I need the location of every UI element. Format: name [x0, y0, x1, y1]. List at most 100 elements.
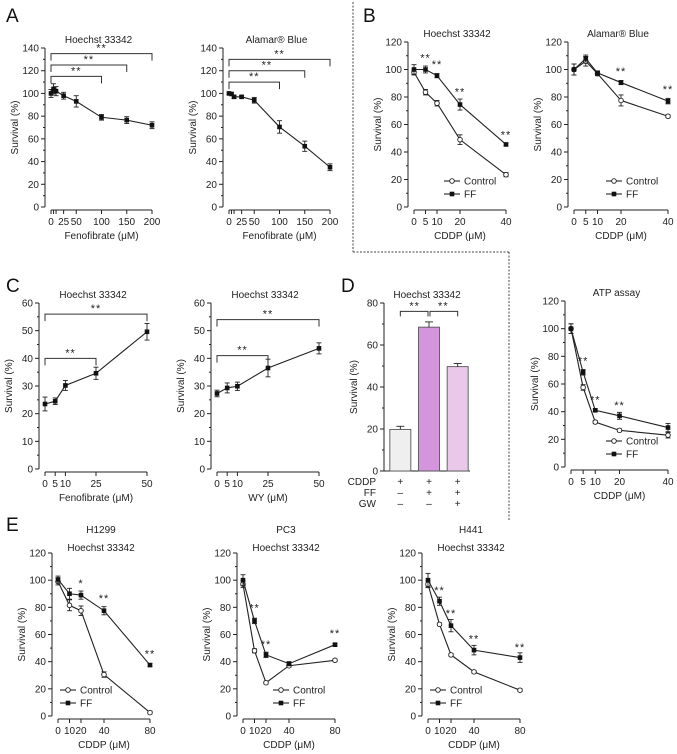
significance-bracket	[44, 357, 97, 366]
data-point	[124, 117, 130, 123]
y-tick-label: 100	[200, 89, 217, 100]
data-point	[226, 91, 232, 96]
y-tick-label: 60	[367, 341, 379, 352]
legend-item: Control	[273, 686, 325, 697]
significance-bracket	[228, 58, 331, 67]
data-point	[101, 671, 107, 678]
x-tick-label: 0	[214, 479, 220, 490]
chart-title: Hoechst 33342	[231, 290, 299, 301]
data-point	[66, 602, 73, 609]
significance-label: **	[616, 66, 627, 78]
significance-bracket	[50, 64, 128, 73]
significance-bracket	[50, 53, 153, 61]
data-point	[568, 326, 574, 331]
y-tick-label: 0	[211, 203, 217, 214]
y-tick-label: 20	[548, 435, 560, 446]
y-tick-label: 120	[385, 38, 402, 49]
y-tick-label: 60	[22, 299, 34, 310]
y-tick-label: 80	[367, 299, 379, 310]
legend-item: Control	[60, 686, 112, 697]
significance-label: **	[237, 345, 248, 357]
y-tick-label: 80	[551, 93, 563, 104]
legend-item: Control	[606, 437, 658, 448]
chart-title: H441	[459, 525, 483, 536]
legend-label: Control	[626, 437, 658, 448]
data-point	[618, 80, 624, 85]
y-tick-label: 30	[22, 382, 34, 393]
y-tick-label: 60	[28, 134, 40, 145]
data-point	[224, 385, 230, 391]
significance-bracket	[50, 75, 102, 84]
y-tick-label: 40	[551, 148, 563, 159]
x-tick-label: 40	[500, 217, 512, 228]
chart-title: Alamar® Blue	[246, 35, 308, 46]
x-axis-label: CDDP (μM)	[78, 740, 130, 751]
data-point	[434, 73, 440, 78]
x-axis-label: CDDP (μM)	[434, 231, 486, 242]
data-point	[592, 419, 599, 425]
data-point	[618, 97, 624, 104]
y-tick-label: 80	[220, 603, 232, 614]
y-tick-label: 80	[28, 112, 40, 123]
significance-label: **	[330, 628, 341, 640]
y-tick-label: 50	[194, 326, 206, 337]
chart-title: ATP assay	[593, 288, 640, 299]
x-tick-label: 20	[260, 726, 272, 737]
y-tick-label: 40	[22, 354, 34, 365]
y-tick-label: 120	[200, 66, 217, 77]
y-tick-label: 10	[194, 437, 206, 448]
y-tick-label: 0	[33, 203, 39, 214]
x-tick-label: 100	[93, 217, 110, 228]
y-tick-label: 140	[22, 44, 39, 55]
legend-item: FF	[606, 190, 638, 201]
y-tick-label: 40	[548, 407, 560, 418]
chart-title: Hoechst 33342	[59, 290, 127, 301]
significance-label: **	[446, 608, 457, 620]
data-point	[503, 171, 509, 178]
significance-label: **	[409, 300, 420, 312]
data-point	[52, 398, 58, 404]
significance-label: **	[249, 602, 260, 614]
y-tick-label: 40	[206, 157, 218, 168]
data-point	[252, 618, 257, 624]
legend-marker-open	[611, 178, 617, 184]
data-point	[457, 136, 463, 143]
data-point	[580, 384, 586, 391]
y-tick-label: 20	[220, 684, 232, 695]
panel-label-d: D	[341, 276, 355, 297]
x-tick-label: 80	[329, 726, 341, 737]
x-tick-label: 5	[52, 479, 58, 490]
legend-marker-open	[611, 438, 617, 444]
y-tick-label: 60	[220, 630, 232, 641]
data-point	[425, 577, 431, 583]
significance-label: **	[455, 87, 466, 99]
legend-item: FF	[430, 699, 462, 710]
data-point	[471, 669, 477, 675]
significance-label: **	[262, 60, 273, 72]
legend-label: FF	[626, 450, 638, 461]
data-point	[67, 591, 72, 597]
chart-a2: Alamar® Blue 0 20 40 60 80 100 120 140 Survival (…	[188, 35, 339, 242]
y-tick-label: 100	[214, 576, 231, 587]
data-point	[149, 122, 155, 128]
y-axis-label: Survival (%)	[4, 359, 15, 413]
bar	[418, 326, 440, 472]
significance-label: **	[501, 129, 512, 141]
x-axis-label: CDDP (μM)	[263, 740, 315, 751]
data-point	[595, 70, 600, 76]
chart-subtitle: Hoechst 33342	[252, 543, 320, 554]
significance-bracket	[429, 310, 459, 317]
x-tick-label: 0	[55, 726, 61, 737]
x-tick-label: 25	[236, 217, 248, 228]
condition-value: +	[455, 477, 461, 488]
x-tick-label: 5	[224, 479, 230, 490]
data-point	[503, 142, 509, 147]
y-tick-label: 40	[35, 657, 47, 668]
y-axis-label: Survival (%)	[202, 608, 213, 662]
x-tick-label: 0	[571, 217, 577, 228]
significance-bracket	[216, 319, 320, 327]
y-axis-label: Survival (%)	[188, 101, 199, 155]
y-tick-label: 40	[367, 383, 379, 394]
